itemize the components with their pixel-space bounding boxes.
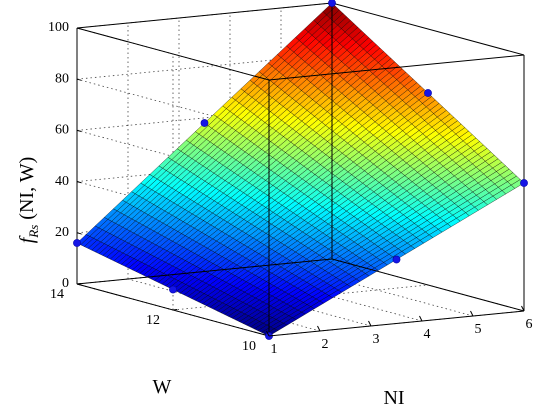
axis-edge: [331, 258, 525, 312]
x-tick-mark: [368, 320, 372, 327]
x-tick-label: 4: [424, 327, 431, 342]
axis-edge: [268, 54, 525, 81]
x-tick-label: 2: [322, 337, 329, 352]
z-tick-mark: [76, 27, 82, 30]
z-tick-label: 40: [55, 174, 69, 189]
data-point: [392, 255, 401, 264]
axis-edge: [76, 258, 333, 285]
x-tick-mark: [419, 315, 423, 322]
data-markers: [73, 0, 528, 340]
y-tick-label: 10: [242, 339, 256, 354]
z-tick-mark: [76, 232, 82, 235]
y-tick-label: 14: [50, 287, 64, 302]
x-tick-label: 1: [271, 342, 278, 357]
x-tick-label: 5: [475, 322, 482, 337]
y-tick-label: 12: [146, 313, 160, 328]
x-tick-label: 3: [373, 332, 380, 347]
surface: [76, 2, 525, 337]
axis-edge: [76, 27, 270, 81]
z-axis-label: fRs (NI, W): [16, 157, 41, 244]
z-tick-mark: [76, 181, 82, 184]
data-point: [200, 119, 209, 127]
z-tick-label: 20: [55, 225, 69, 240]
data-point: [424, 89, 432, 97]
z-axis-label-sub: Rs: [26, 225, 41, 239]
data-point: [520, 179, 528, 187]
z-tick-mark: [76, 283, 82, 286]
z-tick-label: 80: [55, 71, 69, 86]
x-tick-mark: [317, 325, 321, 332]
data-point: [328, 0, 336, 7]
z-axis-label-args: (NI, W): [16, 157, 38, 225]
data-point: [169, 285, 177, 294]
z-tick-label: 60: [55, 123, 69, 138]
z-tick-mark: [76, 129, 82, 132]
z-tick-label: 0: [62, 276, 69, 291]
x-tick-label: 6: [526, 317, 533, 332]
z-tick-mark: [76, 78, 82, 81]
z-tick-label: 100: [48, 20, 69, 35]
data-point: [73, 239, 81, 247]
gridline: [280, 263, 474, 317]
y-tick-mark: [268, 335, 274, 337]
axis-edge: [268, 310, 525, 337]
axis-edge: [331, 2, 525, 56]
x-tick-mark: [521, 305, 525, 312]
axes-box: [76, 2, 525, 337]
y-axis-label: W: [153, 376, 172, 398]
x-tick-mark: [266, 330, 270, 337]
x-axis-label: NI: [383, 387, 404, 409]
z-axis-label-main: f: [16, 235, 38, 243]
y-tick-mark: [172, 309, 178, 311]
gridline: [76, 78, 270, 132]
x-tick-mark: [470, 310, 474, 317]
axis-edge: [76, 2, 333, 29]
